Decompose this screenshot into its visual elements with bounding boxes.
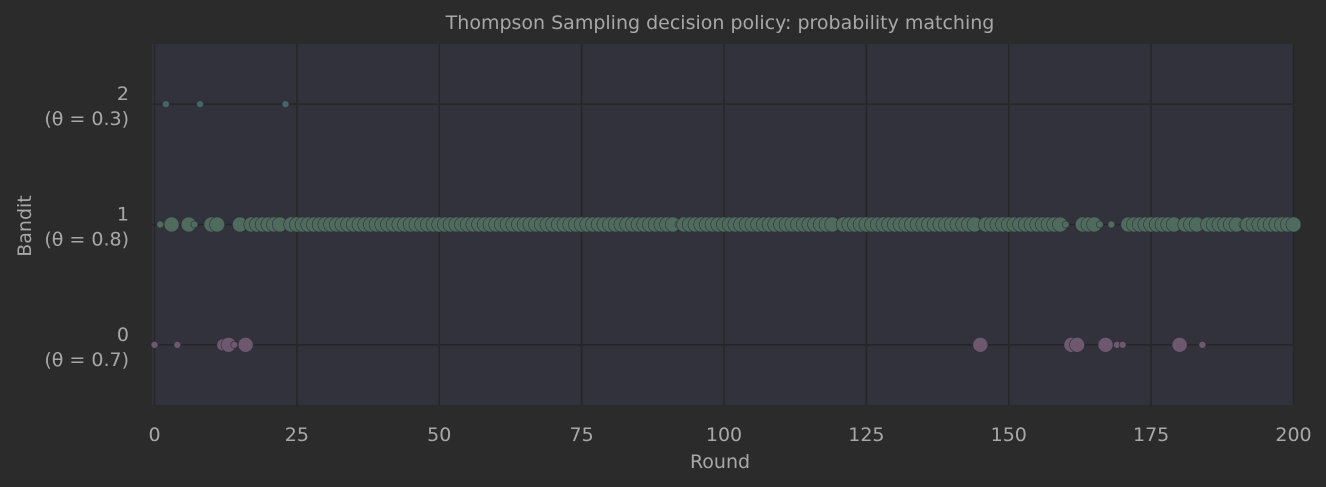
data-point-bandit-0 [1097,337,1114,353]
x-tick-label: 175 [1133,424,1169,446]
data-point-bandit-2 [281,100,290,108]
data-point-bandit-1 [163,216,180,233]
data-point-bandit-0 [1118,341,1127,349]
data-point-bandit-0 [230,341,239,349]
data-point-bandit-1 [1107,220,1116,229]
data-point-bandit-0 [237,337,254,353]
x-axis-label: Round [690,451,750,473]
x-tick-label: 75 [570,424,594,446]
x-tick-label: 0 [148,424,160,446]
y-axis-label: Bandit [14,195,36,257]
data-point-bandit-1 [209,216,225,233]
data-point-bandit-1 [156,220,164,229]
data-points [150,100,1302,353]
x-tick-label: 25 [285,424,309,446]
chart-title: Thompson Sampling decision policy: proba… [445,12,995,34]
x-tick-label: 150 [991,424,1027,446]
y-tick-label: 1 [117,204,129,226]
x-tick-label: 50 [427,424,451,446]
data-point-bandit-1 [190,220,199,229]
y-tick-sublabel: (θ = 0.8) [44,229,129,251]
x-tick-label: 100 [706,424,742,446]
y-tick-sublabel: (θ = 0.7) [44,349,129,371]
data-point-bandit-1 [1285,216,1302,233]
data-point-bandit-0 [1198,341,1207,349]
data-point-bandit-2 [162,100,170,108]
data-point-bandit-0 [972,337,989,353]
x-tick-label: 200 [1275,424,1311,446]
data-point-bandit-0 [173,341,182,349]
y-tick-label: 0 [117,324,129,346]
data-point-bandit-1 [1096,220,1104,229]
data-point-bandit-0 [150,341,159,349]
data-point-bandit-0 [1171,337,1188,353]
y-tick-sublabel: (θ = 0.3) [44,108,129,130]
data-point-bandit-2 [196,100,204,108]
y-tick-label: 2 [117,83,129,105]
data-point-bandit-0 [1069,337,1085,353]
data-point-bandit-1 [1061,220,1070,229]
x-tick-labels: 0 25 50 75 100 125 150 175 200 [148,424,1311,446]
x-tick-label: 125 [848,424,884,446]
y-tick-labels: 0 (θ = 0.7) 1 (θ = 0.8) 2 (θ = 0.3) [44,83,129,371]
